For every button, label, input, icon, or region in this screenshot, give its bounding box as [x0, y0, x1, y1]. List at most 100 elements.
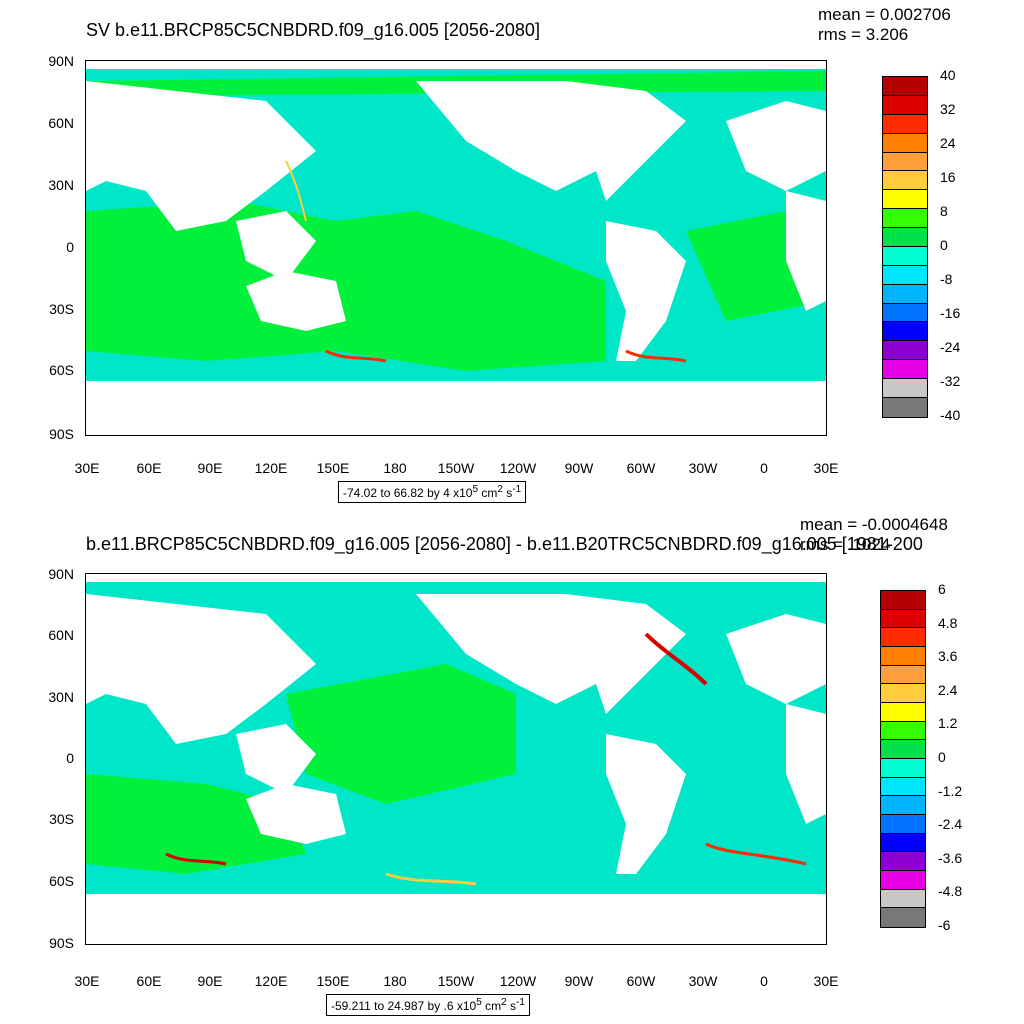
colorbar-segment — [883, 360, 927, 379]
colorbar-segment — [883, 133, 927, 153]
lat-label: 30S — [49, 811, 74, 827]
australia-land — [246, 271, 346, 331]
colorbar-segment — [881, 740, 925, 759]
africa-land — [786, 191, 826, 311]
lat-label: 90N — [48, 53, 74, 69]
lon-label: 150E — [316, 973, 350, 989]
north-america-east-land — [566, 594, 686, 714]
lon-label: 60E — [136, 973, 162, 989]
antarctica-land — [86, 381, 826, 435]
eddy-streak — [705, 842, 807, 866]
colorbar-segment — [881, 833, 925, 853]
colorbar-label: -2.4 — [938, 816, 963, 833]
rms-stat: rms = 3.206 — [818, 25, 909, 44]
top-land — [86, 574, 826, 582]
colorbar-label: -40 — [940, 407, 961, 423]
panel-title: SV b.e11.BRCP85C5CNBDRD.f09_g16.005 [205… — [86, 20, 540, 40]
colorbar-segment — [881, 702, 925, 722]
eurasia-land — [86, 81, 316, 231]
colorbar-segment — [881, 591, 925, 610]
ocean-green-region — [286, 664, 516, 804]
eddy-streak — [285, 160, 307, 222]
map-svg — [86, 574, 826, 944]
colorbar-label: 3.6 — [938, 648, 958, 665]
lat-label: 30N — [48, 177, 74, 193]
lon-label: 30W — [688, 973, 718, 989]
lon-label: 0 — [760, 973, 768, 989]
lon-label: 120W — [499, 973, 537, 989]
range-exponent: 5 — [472, 484, 478, 495]
colorbar-segment — [881, 814, 925, 834]
lon-label: 30E — [813, 460, 839, 476]
africa-land — [786, 704, 826, 824]
south-america-land — [606, 221, 686, 361]
colorbar-segment — [883, 265, 927, 285]
antarctica-land — [86, 894, 826, 944]
colorbar-label: -4.8 — [938, 883, 963, 900]
lon-label: 0 — [760, 460, 768, 476]
colorbar-label: 32 — [940, 101, 956, 117]
colorbar-label: -6 — [938, 917, 951, 933]
eddy-streak — [385, 872, 477, 886]
colorbar-segment — [881, 777, 925, 797]
lon-label: 30E — [74, 460, 100, 476]
colorbar — [882, 76, 928, 418]
colorbar-segment — [881, 870, 925, 890]
ocean-green-region — [86, 201, 606, 371]
lat-label: 0 — [66, 750, 74, 766]
colorbar-segment — [883, 190, 927, 210]
range-text: -59.211 to 24.987 by .6 x10 — [331, 999, 477, 1013]
lon-label: 90W — [564, 460, 594, 476]
south-america-land — [606, 734, 686, 874]
colorbar — [880, 590, 926, 928]
lat-label: 60S — [49, 362, 74, 378]
lat-label: 30N — [48, 689, 74, 705]
lon-label: 150E — [316, 460, 350, 476]
lon-label: 30W — [688, 460, 718, 476]
lon-label: 180 — [383, 460, 407, 476]
lat-label: 60S — [49, 873, 74, 889]
europe-land — [726, 614, 826, 704]
colorbar-segment — [881, 889, 925, 909]
eddy-streak — [625, 349, 687, 363]
north-america-east-land — [566, 81, 686, 201]
range-s: s — [502, 486, 513, 500]
colorbar-label: 16 — [940, 169, 956, 185]
lon-label: 120E — [254, 973, 288, 989]
colorbar-segment — [883, 171, 927, 191]
colorbar-label: 6 — [938, 581, 946, 597]
lat-label: 0 — [66, 239, 74, 255]
top-land — [86, 61, 826, 69]
range-s-exponent: -1 — [516, 997, 525, 1008]
lat-label: 30S — [49, 301, 74, 317]
colorbar-label: 2.4 — [938, 681, 958, 698]
range-units: cm — [478, 486, 498, 500]
colorbar-segment — [883, 228, 927, 247]
lon-label: 120E — [254, 460, 288, 476]
colorbar-segment — [883, 114, 927, 134]
colorbar-segment — [881, 665, 925, 685]
lon-label: 90E — [197, 460, 223, 476]
range-s: s — [506, 999, 517, 1013]
rms-stat: rms = .1024 — [800, 535, 891, 554]
north-america-west-land — [416, 594, 606, 704]
lat-label: 90S — [49, 426, 74, 442]
colorbar-label: 1.2 — [938, 715, 958, 732]
colorbar-segment — [881, 796, 925, 815]
north-america-west-land — [416, 81, 606, 191]
mean-stat: mean = -0.0004648 — [800, 515, 948, 534]
lon-label: 30E — [74, 973, 100, 989]
colorbar-segment — [881, 908, 925, 927]
europe-land — [726, 101, 826, 191]
colorbar-segment — [881, 628, 925, 647]
colorbar-segment — [883, 77, 927, 96]
range-exponent: 5 — [476, 997, 482, 1008]
colorbar-segment — [883, 246, 927, 266]
eddy-streak — [644, 632, 708, 686]
lon-label: 180 — [383, 973, 407, 989]
colorbar-segment — [883, 322, 927, 342]
colorbar-segment — [881, 852, 925, 871]
colorbar-label: -24 — [940, 339, 961, 355]
colorbar-label: -8 — [940, 271, 953, 287]
colorbar-segment — [883, 95, 927, 115]
